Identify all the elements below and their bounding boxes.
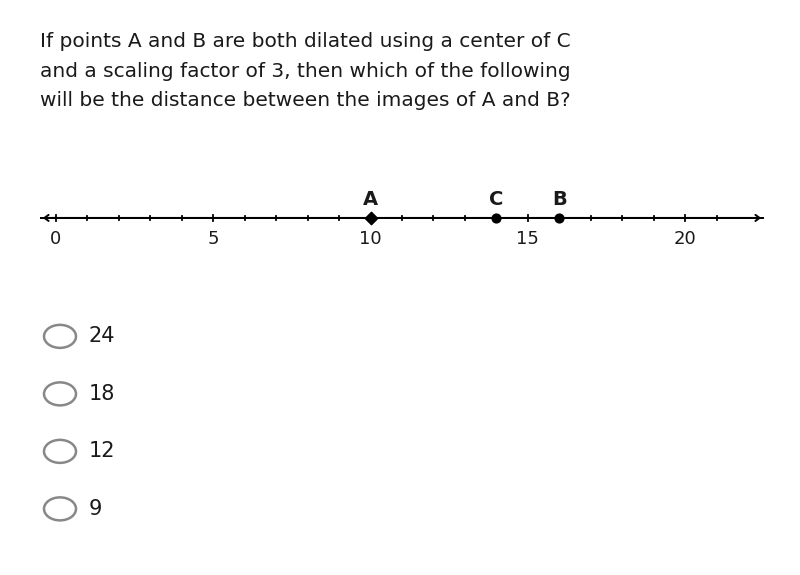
Text: 0: 0 xyxy=(50,230,62,248)
Text: 15: 15 xyxy=(517,230,539,248)
Text: 18: 18 xyxy=(89,384,115,404)
Point xyxy=(553,213,566,223)
Text: 10: 10 xyxy=(359,230,382,248)
Text: 5: 5 xyxy=(207,230,219,248)
Text: A: A xyxy=(363,190,378,209)
Text: 12: 12 xyxy=(89,442,115,461)
Text: 24: 24 xyxy=(89,327,115,346)
Text: B: B xyxy=(552,190,566,209)
Text: will be the distance between the images of A and B?: will be the distance between the images … xyxy=(40,91,570,110)
Text: and a scaling factor of 3, then which of the following: and a scaling factor of 3, then which of… xyxy=(40,62,570,80)
Text: If points A and B are both dilated using a center of C: If points A and B are both dilated using… xyxy=(40,32,570,51)
Text: 9: 9 xyxy=(89,499,102,519)
Point xyxy=(490,213,503,223)
Point xyxy=(364,213,377,223)
Text: C: C xyxy=(490,190,504,209)
Text: 20: 20 xyxy=(674,230,697,248)
